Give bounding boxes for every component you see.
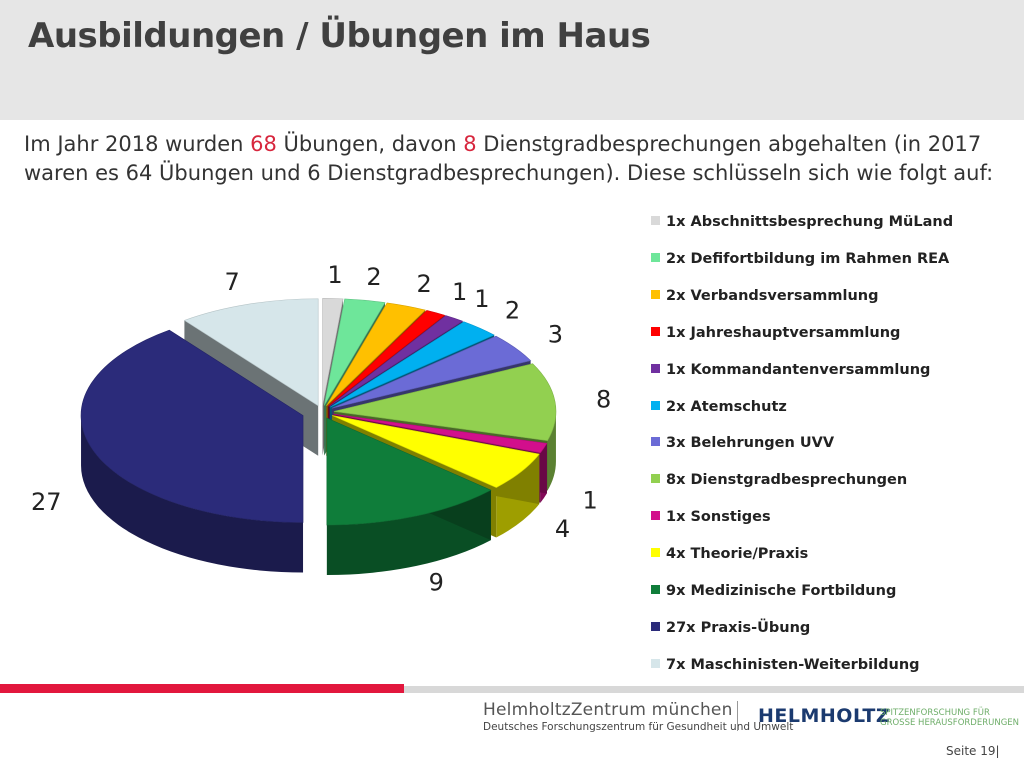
data-label: 2 <box>505 297 520 325</box>
legend-swatch <box>651 400 660 410</box>
data-label: 1 <box>327 261 342 289</box>
slice-top <box>80 329 304 523</box>
legend-swatch <box>651 511 660 521</box>
slice-top <box>326 417 492 526</box>
data-label: 1 <box>583 487 598 515</box>
slice-side <box>81 415 304 573</box>
helmholtz-tagline: SPITZENFORSCHUNG FÜR GROSSE HERAUSFORDER… <box>880 708 1019 728</box>
legend-label: 3x Belehrungen UVV <box>666 435 835 452</box>
data-label: 7 <box>224 268 239 296</box>
legend-swatch <box>651 437 660 447</box>
legend-label: 2x Atemschutz <box>666 398 787 415</box>
legend-swatch <box>651 216 660 225</box>
intro-segment: Übungen, davon <box>276 132 464 156</box>
legend-swatch <box>651 474 660 484</box>
legend-label: 1x Kommandantenversammlung <box>666 361 931 378</box>
slice-top <box>323 298 386 406</box>
slice-top <box>327 310 446 407</box>
data-label: 9 <box>429 568 444 596</box>
logo-divider <box>737 701 738 731</box>
data-label: 1 <box>474 285 489 313</box>
data-label: 8 <box>596 385 611 413</box>
intro-segment: Im Jahr 2018 wurden <box>24 132 251 156</box>
legend-swatch <box>651 326 660 336</box>
slice-top <box>326 302 426 407</box>
slice-top <box>322 298 344 406</box>
legend-item: 27x Praxis-Übung <box>651 620 810 640</box>
intro-text: Im Jahr 2018 wurden 68 Übungen, davon 8 … <box>24 130 1014 188</box>
legend-label: 27x Praxis-Übung <box>666 619 811 636</box>
legend-swatch <box>651 548 660 558</box>
org-subtitle: Deutsches Forschungszentrum für Gesundhe… <box>483 721 794 733</box>
slice-top <box>333 413 548 454</box>
legend-item: 3x Belehrungen UVV <box>651 435 834 455</box>
helmholtz-zentrum-logo: HelmholtzZentrum münchen Deutsches Forsc… <box>483 700 793 733</box>
tagline-line-2: GROSSE HERAUSFORDERUNGEN <box>880 718 1020 728</box>
legend-swatch <box>651 289 660 299</box>
data-label: 1 <box>452 278 467 306</box>
legend-item: 1x Kommandantenversammlung <box>651 362 930 382</box>
legend-label: 2x Defifortbildung im Rahmen REA <box>666 250 950 267</box>
slice-top <box>331 335 532 409</box>
legend-item: 1x Abschnittsbesprechung MüLand <box>651 214 953 234</box>
legend-swatch <box>651 658 660 668</box>
legend-item: 2x Verbandsversammlung <box>651 288 878 308</box>
data-label: 2 <box>417 270 432 298</box>
legend-label: 1x Abschnittsbesprechung MüLand <box>666 214 954 230</box>
data-label: 4 <box>555 515 570 543</box>
legend-item: 2x Atemschutz <box>651 399 787 419</box>
legend-item: 4x Theorie/Praxis <box>651 546 808 566</box>
legend-label: 1x Jahreshauptversammlung <box>666 324 901 341</box>
slide-title: Ausbildungen / Übungen im Haus <box>28 16 651 56</box>
slice-top <box>333 363 557 441</box>
legend-label: 4x Theorie/Praxis <box>666 546 809 563</box>
legend-label: 8x Dienstgradbesprechungen <box>666 472 908 489</box>
legend-swatch <box>651 363 660 373</box>
data-label: 27 <box>31 488 62 516</box>
legend-item: 2x Defifortbildung im Rahmen REA <box>651 251 949 271</box>
legend-item: 8x Dienstgradbesprechungen <box>651 472 907 492</box>
header-band <box>0 0 1024 120</box>
intro-highlight: 8 <box>463 132 477 156</box>
pie-slices <box>80 298 557 576</box>
legend-item: 9x Medizinische Fortbildung <box>651 583 896 603</box>
data-label: 3 <box>548 320 563 348</box>
legend-swatch <box>651 585 660 594</box>
data-label: 2 <box>366 263 381 291</box>
slice-side <box>547 411 556 491</box>
legend-label: 9x Medizinische Fortbildung <box>666 583 897 599</box>
footer-grey-bar <box>404 686 1024 693</box>
intro-highlight: 68 <box>250 132 277 156</box>
legend-label: 1x Sonstiges <box>666 509 771 526</box>
intro-segment: Dienstgradbesprechungen abgehalten (in 2… <box>24 132 994 185</box>
legend-label: 7x Maschinisten-Weiterbildung <box>666 656 920 673</box>
org-name: HelmholtzZentrum münchen <box>483 700 733 720</box>
legend-item: 7x Maschinisten-Weiterbildung <box>651 657 920 677</box>
slice-top <box>183 298 319 407</box>
pie-slice <box>326 417 492 576</box>
page-number: Seite 19| <box>946 744 1000 758</box>
slice-top <box>329 321 495 408</box>
footer-red-bar <box>0 684 404 693</box>
helmholtz-logo: HELMHOLTZ <box>758 705 891 727</box>
tagline-line-1: SPITZENFORSCHUNG FÜR <box>880 708 990 718</box>
slice-top <box>332 415 540 488</box>
legend-swatch <box>651 621 660 631</box>
legend-item: 1x Sonstiges <box>651 509 771 529</box>
legend-label: 2x Verbandsversammlung <box>666 287 879 304</box>
legend-item: 1x Jahreshauptversammlung <box>651 325 900 345</box>
legend-swatch <box>651 252 660 262</box>
slice-top <box>328 315 464 407</box>
pie-slice <box>80 329 304 573</box>
